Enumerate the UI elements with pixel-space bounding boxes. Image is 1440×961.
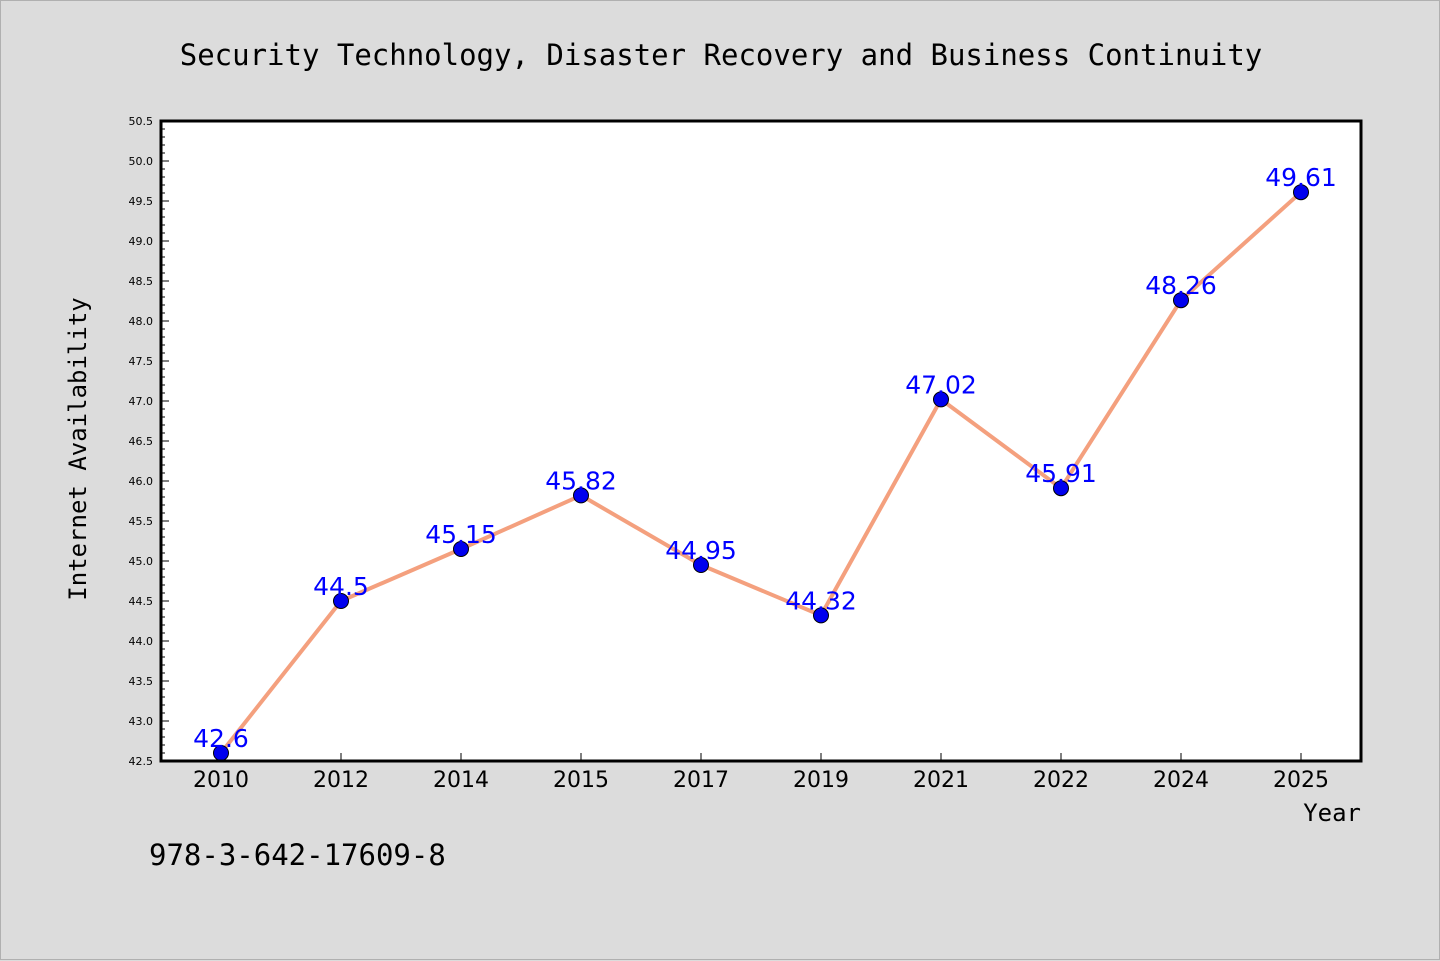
data-point: [1173, 292, 1189, 309]
x-axis-title: Year: [1303, 799, 1361, 827]
y-tick-label: 43.5: [129, 675, 154, 688]
data-label: 44.95: [665, 536, 737, 565]
data-point: [1053, 480, 1069, 497]
x-tick-label: 2019: [793, 768, 849, 793]
isbn-label: 978-3-642-17609-8: [149, 838, 446, 872]
y-tick-label: 49.0: [129, 235, 154, 248]
x-tick-label: 2010: [193, 768, 249, 793]
x-tick-label: 2015: [553, 768, 609, 793]
data-label: 44.5: [313, 572, 369, 601]
x-tick-label: 2017: [673, 768, 729, 793]
y-tick-label: 50.0: [129, 155, 154, 168]
x-tick-label: 2025: [1273, 768, 1329, 793]
x-tick-label: 2022: [1033, 768, 1089, 793]
data-point: [333, 593, 349, 609]
y-tick-label: 45.0: [129, 555, 154, 568]
y-tick-label: 46.0: [129, 475, 154, 488]
plot-area: [161, 121, 1361, 761]
data-label: 44.32: [785, 586, 857, 615]
y-tick-label: 50.5: [129, 115, 154, 128]
y-axis-title: Internet Availability: [64, 297, 92, 600]
x-tick-label: 2014: [433, 768, 489, 793]
data-point: [573, 487, 589, 504]
y-tick-label: 43.0: [129, 715, 154, 728]
data-point: [693, 557, 709, 573]
y-tick-label: 42.5: [129, 755, 154, 768]
data-label: 45.15: [425, 520, 497, 549]
plot-border: [159, 119, 1363, 763]
data-label: 45.91: [1025, 459, 1097, 488]
x-tick-label: 2024: [1153, 768, 1209, 793]
data-label: 42.6: [193, 724, 249, 753]
y-tick-label: 48.0: [129, 315, 154, 328]
data-label: 48.26: [1145, 271, 1217, 300]
data-point: [453, 541, 469, 557]
x-tick-label: 2012: [313, 768, 369, 793]
chart-title: Security Technology, Disaster Recovery a…: [180, 38, 1263, 72]
y-tick-label: 49.5: [129, 195, 154, 208]
y-tick-label: 48.5: [129, 275, 154, 288]
y-tick-label: 47.0: [129, 395, 154, 408]
y-tick-label: 45.5: [129, 515, 154, 528]
data-point: [1293, 184, 1309, 201]
y-tick-label: 44.5: [129, 595, 154, 608]
y-tick-label: 44.0: [129, 635, 154, 648]
data-label: 49.61: [1265, 163, 1337, 192]
data-point: [933, 391, 949, 408]
data-label: 45.82: [545, 466, 617, 495]
y-tick-label: 46.5: [129, 435, 154, 448]
series-group: 42.6 44.5 45.15 45.82 44.95 44.32 47.02 45.91 48…: [193, 163, 1337, 761]
x-axis: 2010 2012 2014 2015 2017 2019 2021 2022 2024 2025: [193, 753, 1329, 793]
series-line: [219, 190, 1303, 755]
y-tick-label: 47.5: [129, 355, 154, 368]
data-point: [813, 607, 829, 624]
x-tick-label: 2021: [913, 768, 969, 793]
data-label: 47.02: [905, 370, 977, 399]
